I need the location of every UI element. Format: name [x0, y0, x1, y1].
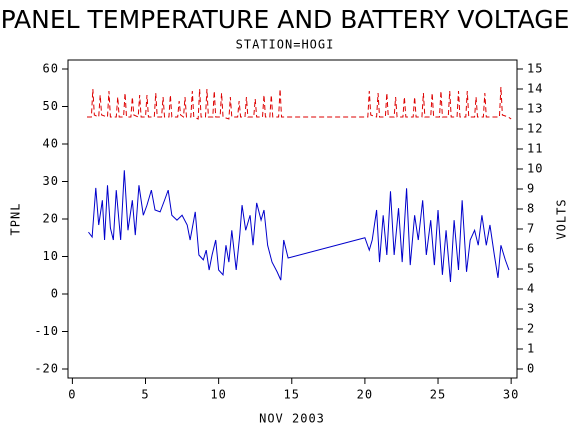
y-tick-label: 20	[43, 212, 59, 226]
x-tick-label: 5	[141, 388, 149, 402]
y2-tick-label: 8	[527, 202, 535, 216]
y2-tick-label: 9	[527, 182, 535, 196]
y2-axis-label: VOLTS	[555, 198, 569, 239]
y-tick-label: 30	[43, 174, 59, 188]
y-tick-label: 40	[43, 137, 59, 151]
y-tick-label: 50	[43, 99, 59, 113]
x-tick-label: 20	[357, 388, 373, 402]
y-tick-label: 60	[43, 62, 59, 76]
chart-title: PANEL TEMPERATURE AND BATTERY VOLTAGE	[1, 5, 570, 34]
y2-tick-label: 4	[527, 282, 535, 296]
y2-tick-label: 6	[527, 242, 535, 256]
y2-tick-label: 5	[527, 262, 535, 276]
x-tick-label: 25	[430, 388, 446, 402]
x-tick-label: 15	[284, 388, 300, 402]
plot-frame	[67, 59, 518, 379]
x-axis-label: NOV 2003	[259, 412, 325, 426]
y-tick-label: -20	[34, 362, 59, 376]
x-tick-label: 0	[68, 388, 76, 402]
y-axis-label: TPNL	[9, 203, 23, 236]
y2-tick-label: 11	[527, 142, 543, 156]
y-tick-label: 10	[43, 249, 59, 263]
y-tick-label: -10	[34, 324, 59, 338]
series-line	[88, 170, 510, 283]
y2-tick-label: 15	[527, 62, 543, 76]
y2-tick-label: 1	[527, 342, 535, 356]
x-tick-label: 10	[210, 388, 226, 402]
y2-tick-label: 10	[527, 162, 543, 176]
y2-tick-label: 14	[527, 82, 543, 96]
y2-tick-label: 7	[527, 222, 535, 236]
chart-subtitle: STATION=HOGI	[236, 38, 335, 52]
y-tick-label: 0	[51, 287, 59, 301]
y2-tick-label: 2	[527, 322, 535, 336]
x-tick-label: 30	[503, 388, 519, 402]
y2-tick-label: 0	[527, 362, 535, 376]
y2-tick-label: 3	[527, 302, 535, 316]
y2-tick-label: 12	[527, 122, 543, 136]
y2-tick-label: 13	[527, 102, 543, 116]
series-line	[87, 86, 512, 120]
